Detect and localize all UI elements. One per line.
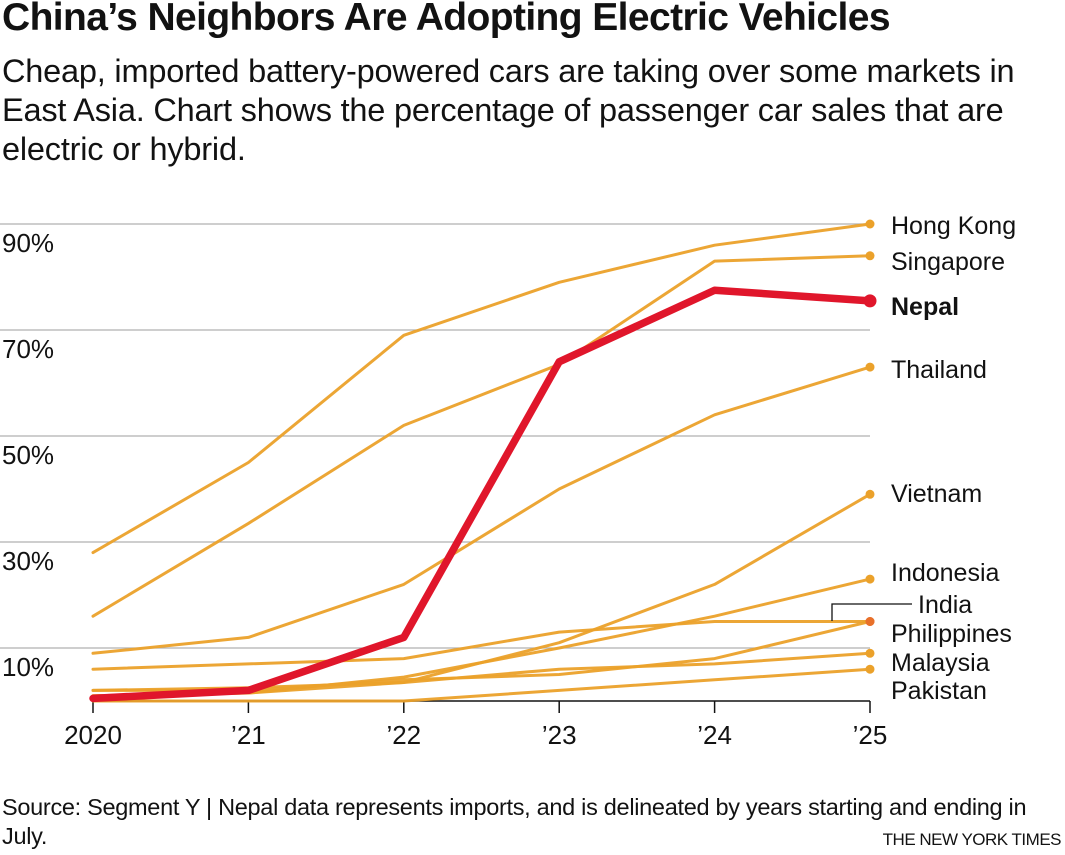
series-label-indonesia: Indonesia: [891, 559, 1000, 587]
endpoint-dot-malaysia: [865, 648, 875, 658]
series-label-nepal: Nepal: [891, 293, 959, 321]
y-axis-labels: 10% 30% 50% 70% 90%: [2, 228, 54, 682]
series-line-hong-kong: [91, 222, 872, 555]
endpoint-dot-nepal: [863, 294, 877, 308]
series-line-thailand: [91, 365, 872, 655]
line-chart: 10% 30% 50% 70% 90% 2020 ’21 ’22 ’23 ’24 ’25 Hong…: [0, 212, 1016, 750]
series-label-pakistan: Pakistan: [891, 677, 987, 705]
endpoint-dot-philippines: [865, 617, 875, 626]
series-label-singapore: Singapore: [891, 248, 1005, 276]
credit-line: THE NEW YORK TIMES: [882, 830, 1062, 849]
series-line-malaysia: [91, 651, 872, 692]
series-line-pakistan: [91, 667, 872, 703]
x-tick-label: ’22: [386, 720, 421, 750]
endpoint-dot-pakistan: [865, 664, 875, 674]
x-tick-label: 2020: [64, 720, 122, 750]
endpoint-dot-vietnam: [865, 489, 875, 499]
endpoint-dot-thailand: [865, 362, 875, 372]
chart-subtitle: Cheap, imported battery-powered cars are…: [2, 53, 1015, 167]
series-labels: Hong Kong Singapore Nepal Thailand Vietnam In…: [831, 212, 1016, 705]
series-label-malaysia: Malaysia: [891, 649, 990, 677]
endpoint-dot-hong-kong: [865, 219, 875, 229]
series-label-vietnam: Vietnam: [891, 480, 982, 508]
y-tick-label: 90%: [2, 228, 54, 258]
series-line-singapore: [91, 254, 872, 618]
y-tick-label: 30%: [2, 546, 54, 576]
series-lines: [89, 219, 877, 703]
y-tick-label: 70%: [2, 334, 54, 364]
source-note: Source: Segment Y | Nepal data represent…: [2, 794, 1027, 849]
chart-title: China’s Neighbors Are Adopting Electric …: [2, 0, 891, 39]
series-line-india: [91, 620, 872, 671]
series-label-india: India: [918, 591, 972, 619]
y-tick-label: 10%: [2, 652, 54, 682]
series-label-hong-kong: Hong Kong: [891, 212, 1016, 240]
x-tick-label: ’21: [231, 720, 266, 750]
gridlines: [0, 223, 870, 649]
x-tick-label: ’24: [697, 720, 732, 750]
india-leader-line: [831, 603, 912, 621]
x-tick-label: ’25: [853, 720, 888, 750]
y-tick-label: 50%: [2, 440, 54, 470]
series-label-thailand: Thailand: [891, 356, 987, 384]
endpoint-dot-singapore: [865, 251, 875, 261]
series-line-nepal: [89, 286, 874, 703]
x-tick-label: ’23: [542, 720, 577, 750]
x-axis: 2020 ’21 ’22 ’23 ’24 ’25: [64, 700, 888, 750]
endpoint-dot-indonesia: [865, 574, 875, 584]
series-label-philippines: Philippines: [891, 620, 1012, 648]
series-line-philippines: [91, 620, 872, 692]
